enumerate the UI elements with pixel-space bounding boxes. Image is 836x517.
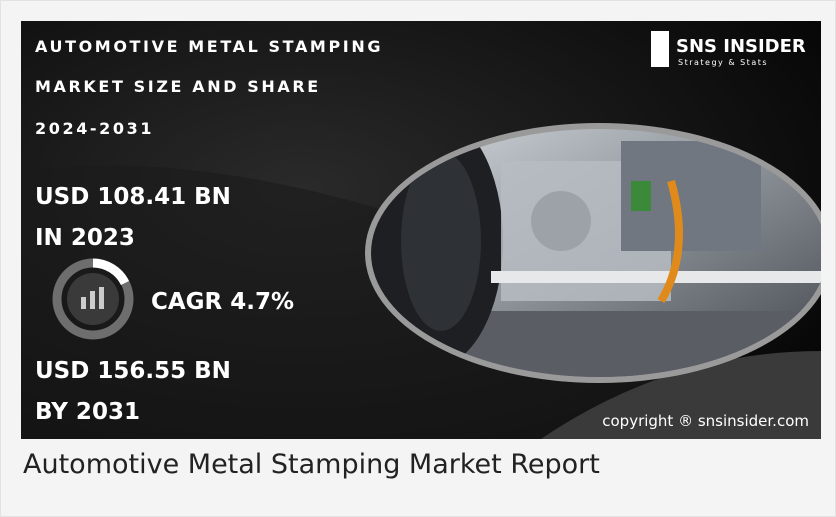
title-line: 2024-2031 <box>35 119 154 138</box>
banner: AUTOMOTIVE METAL STAMPING MARKET SIZE AN… <box>21 21 821 439</box>
logo-name: SNS INSIDER <box>676 36 806 57</box>
logo-icon <box>651 31 669 67</box>
titles: AUTOMOTIVE METAL STAMPING MARKET SIZE AN… <box>35 37 383 138</box>
stat-label: BY 2031 <box>35 399 140 425</box>
stat-label: IN 2023 <box>35 225 135 251</box>
copyright: copyright ® snsinsider.com <box>602 412 809 430</box>
cagr-ring <box>52 258 134 340</box>
title-line: AUTOMOTIVE METAL STAMPING <box>35 37 383 56</box>
logo: SNS INSIDER Strategy & Stats <box>651 31 806 67</box>
caption: Automotive Metal Stamping Market Report <box>23 449 600 480</box>
title-line: MARKET SIZE AND SHARE <box>35 77 321 96</box>
cagr: CAGR 4.7% <box>151 289 294 315</box>
stat-value: USD 156.55 BN <box>35 358 231 384</box>
corner-shape <box>541 351 821 439</box>
logo-tagline: Strategy & Stats <box>678 58 768 67</box>
stat-value: USD 108.41 BN <box>35 184 231 210</box>
